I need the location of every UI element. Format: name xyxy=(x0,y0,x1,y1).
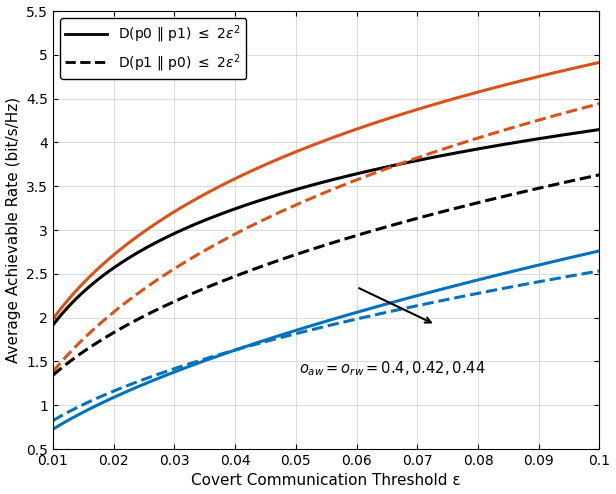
Text: $o_{aw}=o_{rw}=0.4, 0.42, 0.44$: $o_{aw}=o_{rw}=0.4, 0.42, 0.44$ xyxy=(299,360,485,378)
Legend: D(p0 $\|$ p1) $\leq$ 2$\epsilon^2$, D(p1 $\|$ p0) $\leq$ 2$\epsilon^2$: D(p0 $\|$ p1) $\leq$ 2$\epsilon^2$, D(p1… xyxy=(60,18,246,79)
X-axis label: Covert Communication Threshold ε: Covert Communication Threshold ε xyxy=(192,473,461,489)
Y-axis label: Average Achievable Rate (bit/s/Hz): Average Achievable Rate (bit/s/Hz) xyxy=(6,97,20,363)
